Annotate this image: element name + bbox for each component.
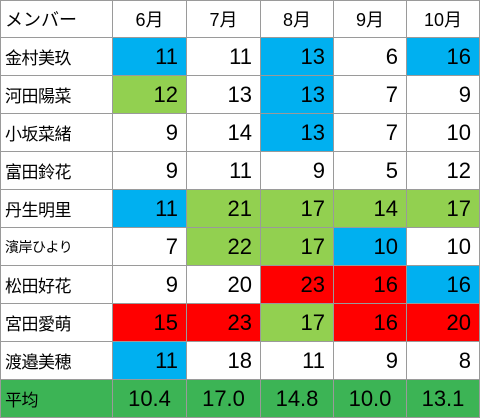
count-cell: 23 [186,303,261,342]
count-cell: 21 [186,189,261,228]
count-cell: 20 [406,303,480,342]
member-row: 河田陽菜 12 13 13 7 9 [0,75,480,114]
count-cell: 11 [112,189,187,228]
average-row: 平均 10.4 17.0 14.8 10.0 13.1 [0,379,480,418]
count-cell: 7 [333,113,407,152]
count-cell: 11 [260,341,334,380]
count-cell: 9 [112,113,187,152]
month-header-6: 6月 [112,0,187,38]
member-name: 宮田愛萌 [0,303,113,342]
member-row: 濱岸ひより 7 22 17 10 10 [0,227,480,266]
member-row: 渡邉美穂 11 18 11 9 8 [0,341,480,380]
count-cell: 12 [406,151,480,190]
average-value-8: 14.8 [260,379,334,418]
count-cell: 6 [333,37,407,76]
count-cell: 16 [333,265,407,304]
count-cell: 9 [406,75,480,114]
member-row: 小坂菜緒 9 14 13 7 10 [0,113,480,152]
average-value-6: 10.4 [112,379,187,418]
count-cell: 16 [406,265,480,304]
member-name: 丹生明里 [0,189,113,228]
member-row: 松田好花 9 20 23 16 16 [0,265,480,304]
count-cell: 9 [112,151,187,190]
member-row: 金村美玖 11 11 13 6 16 [0,37,480,76]
member-name: 濱岸ひより [0,227,113,266]
member-row: 富田鈴花 9 11 9 5 12 [0,151,480,190]
count-cell: 8 [406,341,480,380]
month-header-10: 10月 [406,0,480,38]
count-cell: 22 [186,227,261,266]
average-label: 平均 [0,379,113,418]
count-cell: 7 [333,75,407,114]
count-cell: 13 [260,37,334,76]
count-cell: 9 [260,151,334,190]
count-cell: 20 [186,265,261,304]
count-cell: 12 [112,75,187,114]
count-cell: 17 [406,189,480,228]
count-cell: 9 [112,265,187,304]
average-value-9: 10.0 [333,379,407,418]
count-cell: 16 [333,303,407,342]
count-cell: 18 [186,341,261,380]
count-cell: 13 [260,113,334,152]
count-cell: 14 [186,113,261,152]
count-cell: 11 [112,37,187,76]
count-cell: 17 [260,189,334,228]
member-name: 金村美玖 [0,37,113,76]
count-cell: 5 [333,151,407,190]
average-value-7: 17.0 [186,379,261,418]
count-cell: 11 [112,341,187,380]
month-header-8: 8月 [260,0,334,38]
count-cell: 10 [406,113,480,152]
member-name: 河田陽菜 [0,75,113,114]
count-cell: 11 [186,151,261,190]
month-header-9: 9月 [333,0,407,38]
member-name: 渡邉美穂 [0,341,113,380]
count-cell: 15 [112,303,187,342]
count-cell: 11 [186,37,261,76]
member-name: 松田好花 [0,265,113,304]
count-cell: 14 [333,189,407,228]
count-cell: 16 [406,37,480,76]
count-cell: 13 [186,75,261,114]
average-value-10: 13.1 [406,379,480,418]
count-cell: 10 [406,227,480,266]
member-column-header: メンバー [0,0,113,38]
count-cell: 23 [260,265,334,304]
member-name: 富田鈴花 [0,151,113,190]
count-cell: 7 [112,227,187,266]
count-cell: 17 [260,303,334,342]
member-rows: 金村美玖 11 11 13 6 16 河田陽菜 12 13 13 7 9 小坂菜緒 9 14 13 7 10 富田鈴… [0,37,480,380]
member-row: 宮田愛萌 15 23 17 16 20 [0,303,480,342]
member-name: 小坂菜緒 [0,113,113,152]
count-cell: 17 [260,227,334,266]
count-cell: 10 [333,227,407,266]
month-header-7: 7月 [186,0,261,38]
count-cell: 9 [333,341,407,380]
member-row: 丹生明里 11 21 17 14 17 [0,189,480,228]
header-row: メンバー 6月 7月 8月 9月 10月 [0,0,480,38]
count-cell: 13 [260,75,334,114]
